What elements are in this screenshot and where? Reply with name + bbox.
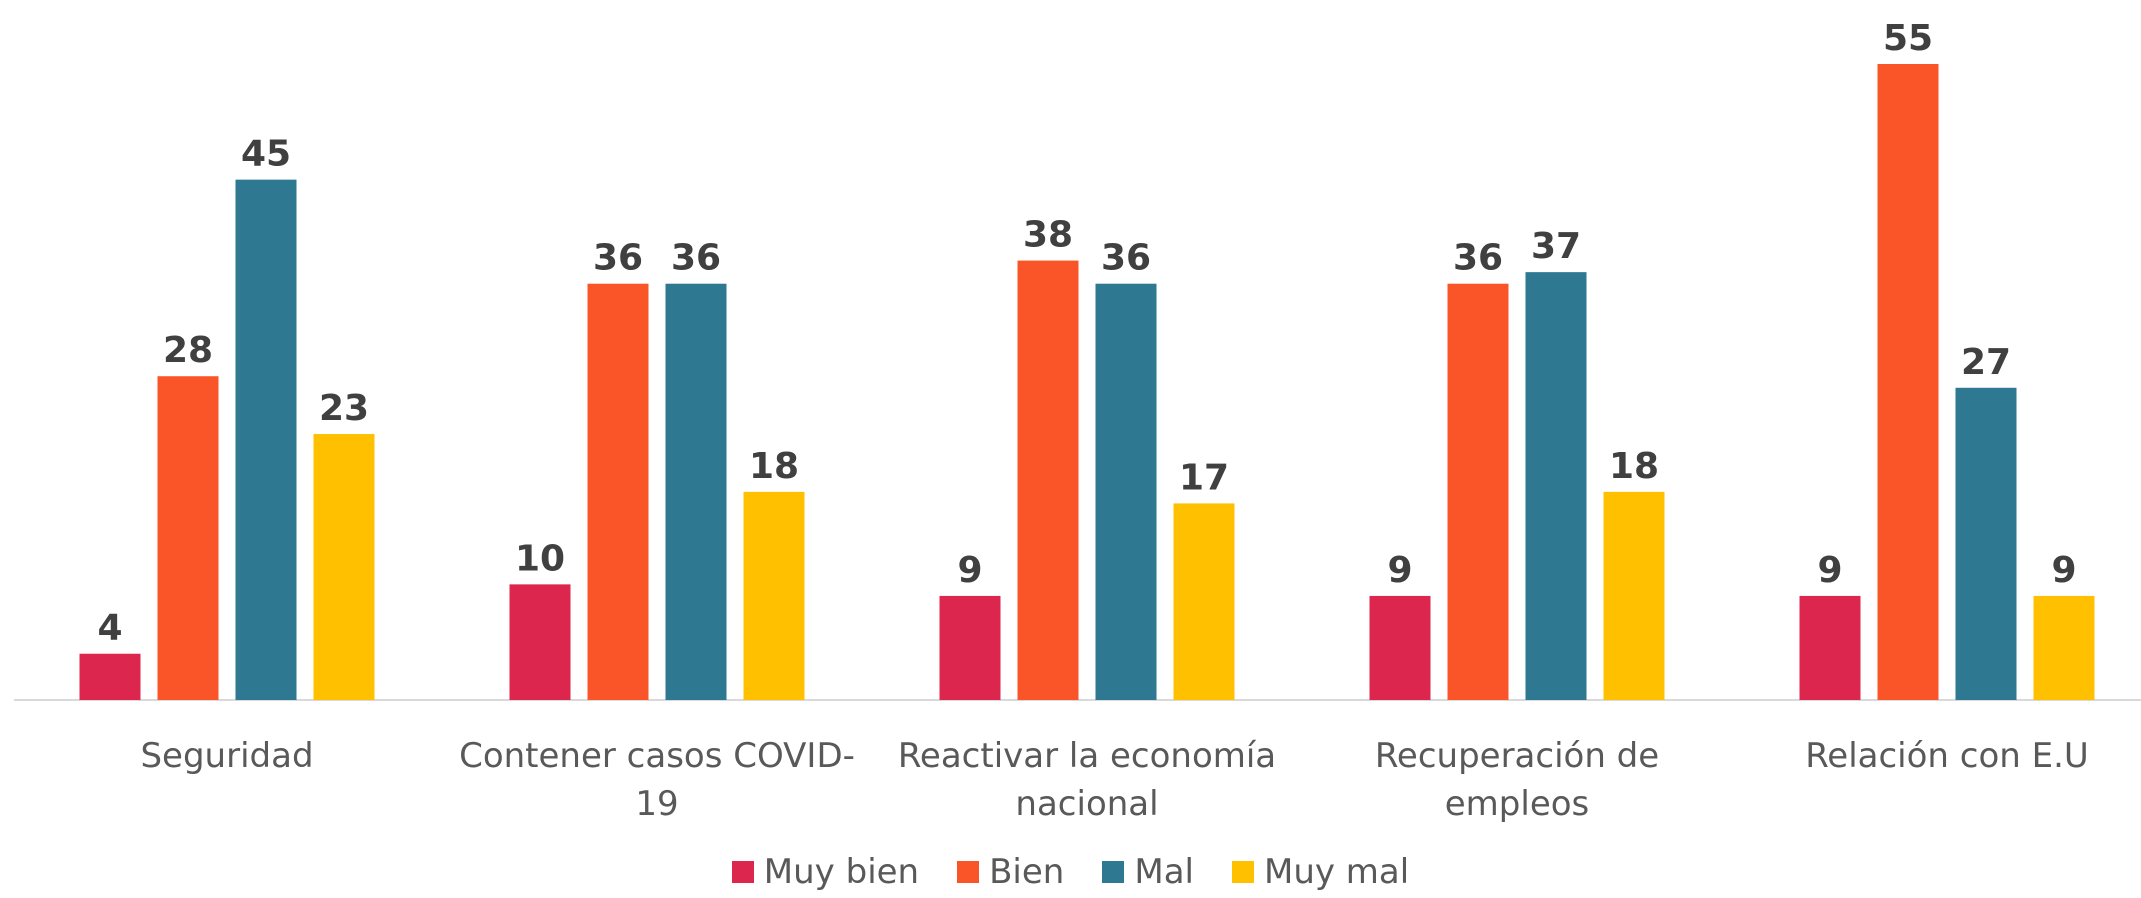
bar — [1955, 387, 2017, 700]
data-label: 9 — [1387, 550, 1412, 591]
legend: Muy bien Bien Mal Muy mal — [0, 852, 2141, 892]
x-tick-label: Recuperación de empleos — [1374, 736, 1660, 824]
data-label: 36 — [593, 238, 643, 279]
data-label: 17 — [1179, 457, 1229, 498]
data-label: 27 — [1961, 342, 2011, 383]
bar — [157, 376, 219, 700]
legend-label: Muy bien — [763, 852, 920, 892]
x-tick-label: Contener casos COVID-19 — [459, 736, 855, 824]
data-label: 55 — [1883, 18, 1933, 59]
bar — [509, 584, 571, 700]
legend-item: Muy bien — [731, 852, 920, 892]
bar — [313, 434, 375, 700]
data-label: 37 — [1531, 226, 1581, 267]
legend-swatch — [957, 861, 980, 883]
legend-item: Mal — [1102, 852, 1194, 892]
bar — [1603, 491, 1665, 700]
bar — [2033, 595, 2095, 700]
bar — [1369, 595, 1431, 700]
data-label: 38 — [1023, 215, 1073, 256]
legend-swatch — [1102, 861, 1125, 883]
legend-label: Muy mal — [1263, 852, 1410, 892]
data-label: 18 — [749, 446, 799, 487]
data-label: 36 — [1453, 238, 1503, 279]
data-label: 9 — [2051, 550, 2076, 591]
data-label: 9 — [957, 550, 982, 591]
bar — [587, 283, 649, 700]
legend-item: Muy mal — [1231, 852, 1410, 892]
x-tick-label: Relación con E.U — [1805, 736, 2089, 776]
bar — [1525, 272, 1587, 700]
x-tick-label: Seguridad — [140, 736, 314, 776]
legend-swatch — [731, 861, 754, 883]
data-label: 23 — [319, 388, 369, 429]
data-label: 36 — [1101, 238, 1151, 279]
legend-swatch — [1231, 861, 1254, 883]
bar — [1095, 283, 1157, 700]
bar — [1017, 260, 1079, 700]
data-label: 45 — [241, 134, 291, 175]
legend-item: Bien — [957, 852, 1064, 892]
legend-label: Bien — [989, 852, 1065, 892]
x-tick-label: Reactivar la economía nacional — [897, 736, 1277, 824]
data-label: 18 — [1609, 446, 1659, 487]
data-label: 10 — [515, 538, 565, 579]
data-label: 9 — [1817, 550, 1842, 591]
bar — [1173, 503, 1235, 700]
data-label: 4 — [97, 608, 122, 649]
bar — [1799, 595, 1861, 700]
data-label: 28 — [163, 330, 213, 371]
legend-label: Mal — [1134, 852, 1194, 892]
bar — [665, 283, 727, 700]
bar — [1447, 283, 1509, 700]
bar — [79, 653, 141, 700]
bar — [235, 179, 297, 701]
bar — [743, 491, 805, 700]
bar — [1877, 64, 1939, 700]
data-label: 36 — [671, 238, 721, 279]
bar — [939, 595, 1001, 700]
